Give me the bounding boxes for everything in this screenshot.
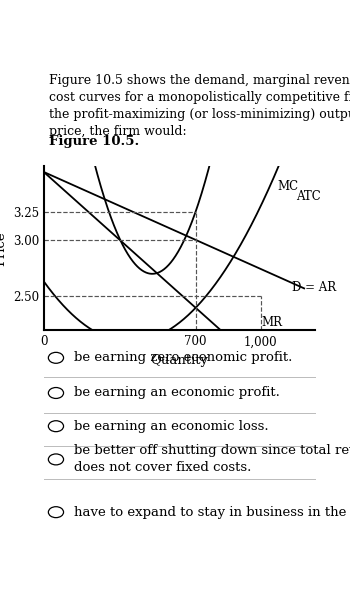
X-axis label: Quantity: Quantity [150, 354, 208, 367]
Text: have to expand to stay in business in the long run.: have to expand to stay in business in th… [74, 506, 350, 519]
Text: ATC: ATC [296, 190, 321, 204]
Text: be better off shutting down since total revenue
does not cover fixed costs.: be better off shutting down since total … [74, 445, 350, 474]
Y-axis label: Price: Price [0, 231, 7, 266]
Text: MR: MR [262, 316, 283, 329]
Text: be earning an economic loss.: be earning an economic loss. [74, 420, 268, 432]
Text: Figure 10.5.: Figure 10.5. [49, 135, 139, 148]
Text: be earning zero economic profit.: be earning zero economic profit. [74, 352, 292, 364]
Text: be earning an economic profit.: be earning an economic profit. [74, 387, 279, 399]
Text: MC: MC [277, 180, 298, 193]
Text: D = AR: D = AR [292, 281, 336, 295]
Text: Figure 10.5 shows the demand, marginal revenue, and
cost curves for a monopolist: Figure 10.5 shows the demand, marginal r… [49, 74, 350, 138]
